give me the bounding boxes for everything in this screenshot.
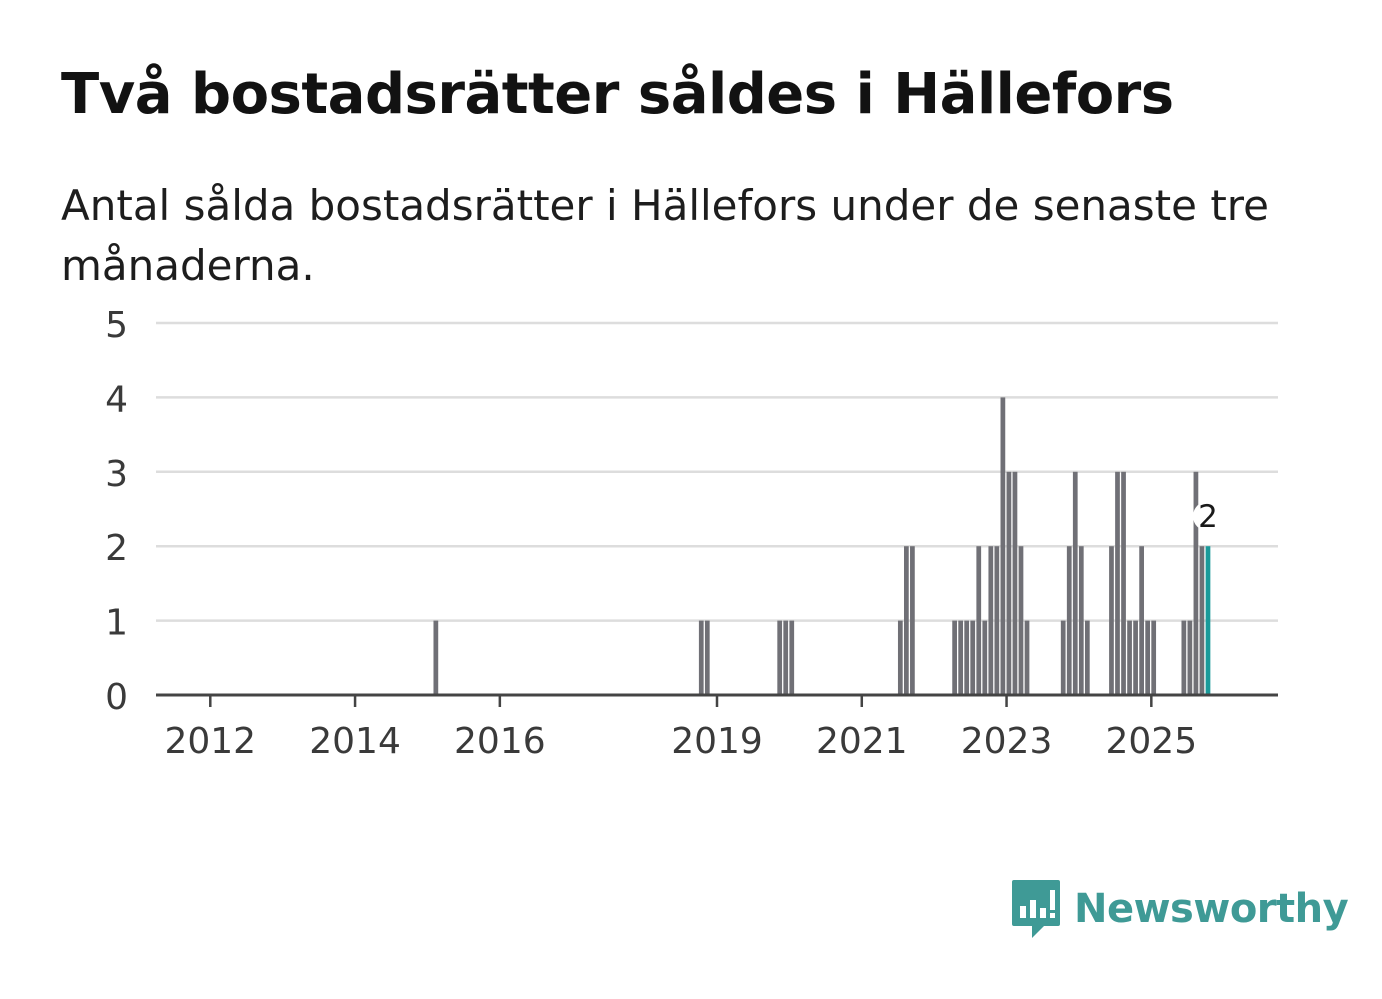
y-tick-label: 2	[105, 528, 128, 569]
bar	[1084, 620, 1090, 695]
x-tick-label: 2019	[671, 721, 763, 762]
bar	[982, 620, 988, 695]
newsworthy-logo: Newsworthy	[1010, 878, 1349, 940]
bar	[789, 620, 795, 695]
bar	[1000, 397, 1006, 695]
bar	[1018, 546, 1024, 695]
bar	[1127, 620, 1132, 695]
data-label: 2	[1198, 499, 1218, 535]
bar	[433, 620, 439, 695]
bar	[1139, 546, 1144, 695]
bar	[952, 620, 957, 695]
bar	[964, 620, 970, 695]
bar	[1187, 620, 1193, 695]
bar	[988, 546, 994, 695]
bar	[1181, 620, 1187, 695]
x-tick-label: 2016	[454, 721, 546, 762]
y-tick-label: 5	[105, 305, 128, 346]
bar	[1145, 620, 1151, 695]
x-tick-label: 2012	[164, 721, 256, 762]
y-tick-label: 4	[105, 379, 128, 420]
newsworthy-logo-text: Newsworthy	[1074, 886, 1349, 932]
bar	[904, 546, 909, 695]
bar	[1193, 471, 1199, 695]
bar	[1066, 546, 1072, 695]
newsworthy-logo-icon	[1012, 880, 1060, 938]
bar	[704, 620, 710, 695]
bar	[958, 620, 964, 695]
chart-title: Två bostadsrätter såldes i Hällefors	[61, 62, 1174, 127]
x-tick-label: 2021	[816, 721, 908, 762]
bar	[1078, 546, 1084, 695]
highlight-bar	[1205, 546, 1211, 695]
data-label-bg	[1192, 501, 1223, 532]
y-tick-label: 3	[105, 454, 128, 495]
chart-subtitle: Antal sålda bostadsrätter i Hällefors un…	[61, 181, 1269, 290]
bar	[976, 546, 982, 695]
bar	[1024, 620, 1030, 695]
bar	[970, 620, 976, 695]
bar	[994, 546, 1000, 695]
bar	[783, 620, 789, 695]
bar	[1133, 620, 1138, 695]
bar	[1072, 471, 1078, 695]
bar	[1060, 620, 1066, 695]
bar	[1115, 471, 1120, 695]
bar	[698, 620, 704, 695]
bar	[910, 546, 915, 695]
bar	[1199, 546, 1205, 695]
bar	[777, 620, 783, 695]
y-tick-label: 1	[105, 603, 128, 644]
x-tick-label: 2023	[961, 721, 1053, 762]
bar	[1006, 471, 1012, 695]
bar	[897, 620, 903, 695]
y-tick-label: 0	[105, 677, 128, 718]
bar	[1109, 546, 1114, 695]
bar	[1151, 620, 1157, 695]
x-tick-label: 2025	[1106, 721, 1198, 762]
bar	[1012, 471, 1018, 695]
x-tick-label: 2014	[309, 721, 401, 762]
bar	[1121, 471, 1126, 695]
